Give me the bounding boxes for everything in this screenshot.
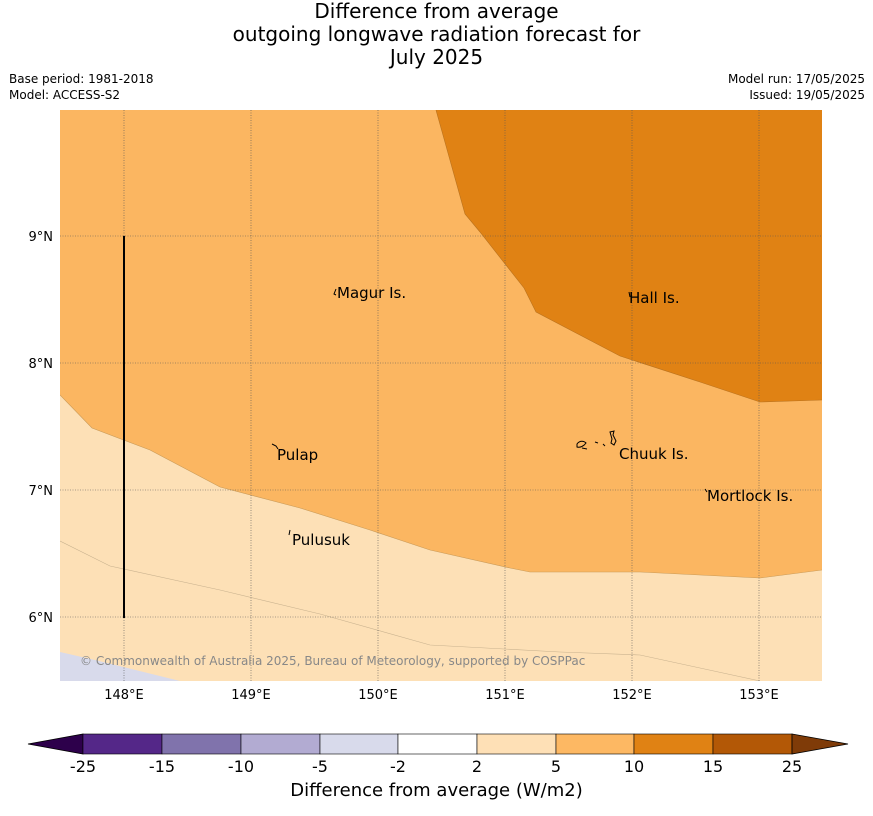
- colorbar-tick-label: -10: [228, 757, 254, 776]
- longitude-label: 148°E: [104, 688, 144, 703]
- colorbar-tick-label: -2: [390, 757, 406, 776]
- colorbar-tick-label: 5: [551, 757, 561, 776]
- region-10-15: [436, 110, 822, 402]
- colorbar-swatch: [397, 733, 478, 755]
- contour-2: [60, 540, 761, 681]
- colorbar-tick-label: 15: [703, 757, 723, 776]
- island-pulap: [271, 443, 279, 450]
- title-line-1: Difference from average: [314, 0, 559, 23]
- longitude-label: 150°E: [358, 688, 398, 703]
- place-label: Magur Is.: [337, 284, 406, 302]
- colorbar-tick-label: -15: [149, 757, 175, 776]
- contour-5: [60, 394, 822, 579]
- title-line-2: outgoing longwave radiation forecast for: [232, 22, 641, 46]
- longitude-label: 152°E: [612, 688, 652, 703]
- colorbar-swatch: [161, 733, 242, 755]
- colorbar-swatch: [82, 733, 163, 755]
- meta-right: Model run: 17/05/2025 Issued: 19/05/2025: [728, 71, 865, 103]
- colorbar-tick-label: 25: [782, 757, 802, 776]
- region-2-5: [60, 395, 822, 681]
- island-pulusuk: [288, 529, 291, 536]
- latitude-label: 9°N: [29, 230, 54, 245]
- copyright-text: © Commonwealth of Australia 2025, Bureau…: [80, 654, 585, 668]
- colorbar-swatch: [555, 733, 635, 755]
- colorbar-swatch: [240, 733, 321, 755]
- colorbar-tick-label: -5: [312, 757, 328, 776]
- title-line-3: July 2025: [389, 45, 484, 69]
- place-label: Pulap: [277, 446, 318, 464]
- map-area: [60, 110, 822, 681]
- map-title: Difference from average outgoing longwav…: [0, 0, 873, 69]
- island-hall: [628, 291, 631, 298]
- colorbar-extend-high: [791, 733, 849, 755]
- colorbar-tick-label: 2: [472, 757, 482, 776]
- colorbar-swatch: [712, 733, 793, 755]
- longitude-label: 151°E: [485, 688, 525, 703]
- colorbar-swatch: [476, 733, 557, 755]
- place-labels: Magur Is. Hall Is. Pulap Chuuk Is. Mortlock …: [277, 284, 793, 549]
- place-label: Pulusuk: [292, 531, 350, 549]
- contour-10: [435, 110, 822, 403]
- colorbar-tick-label: 10: [624, 757, 644, 776]
- base-period-text: Base period: 1981-2018: [9, 72, 154, 86]
- place-label: Mortlock Is.: [707, 487, 793, 505]
- latitude-label: 7°N: [29, 484, 54, 499]
- longitude-label: 149°E: [231, 688, 271, 703]
- colorbar-swatch: [319, 733, 399, 755]
- place-label: Chuuk Is.: [619, 445, 688, 463]
- meta-left: Base period: 1981-2018 Model: ACCESS-S2: [9, 71, 154, 103]
- colorbar: -25 -15 -10 -5 -2 2 5 10 15 25: [27, 733, 849, 776]
- place-label: Hall Is.: [629, 289, 680, 307]
- region-neg5-neg2: [60, 652, 180, 681]
- longitude-label: 153°E: [739, 688, 779, 703]
- model-run-text: Model run: 17/05/2025: [727, 72, 865, 86]
- latitude-labels: 9°N 8°N 7°N 6°N: [29, 230, 54, 626]
- issued-text: Issued: 19/05/2025: [749, 88, 865, 102]
- longitude-labels: 148°E 149°E 150°E 151°E 152°E 153°E: [104, 688, 779, 703]
- colorbar-title: Difference from average (W/m2): [290, 780, 583, 801]
- island-magur: [333, 288, 337, 296]
- colorbar-swatch: [633, 733, 714, 755]
- island-mortlock: [704, 488, 708, 493]
- latitude-label: 6°N: [29, 611, 54, 626]
- colorbar-extend-low: [27, 733, 84, 755]
- model-text: Model: ACCESS-S2: [9, 88, 121, 102]
- colorbar-tick-label: -25: [70, 757, 96, 776]
- island-chuuk: [576, 430, 617, 450]
- latitude-label: 8°N: [29, 357, 54, 372]
